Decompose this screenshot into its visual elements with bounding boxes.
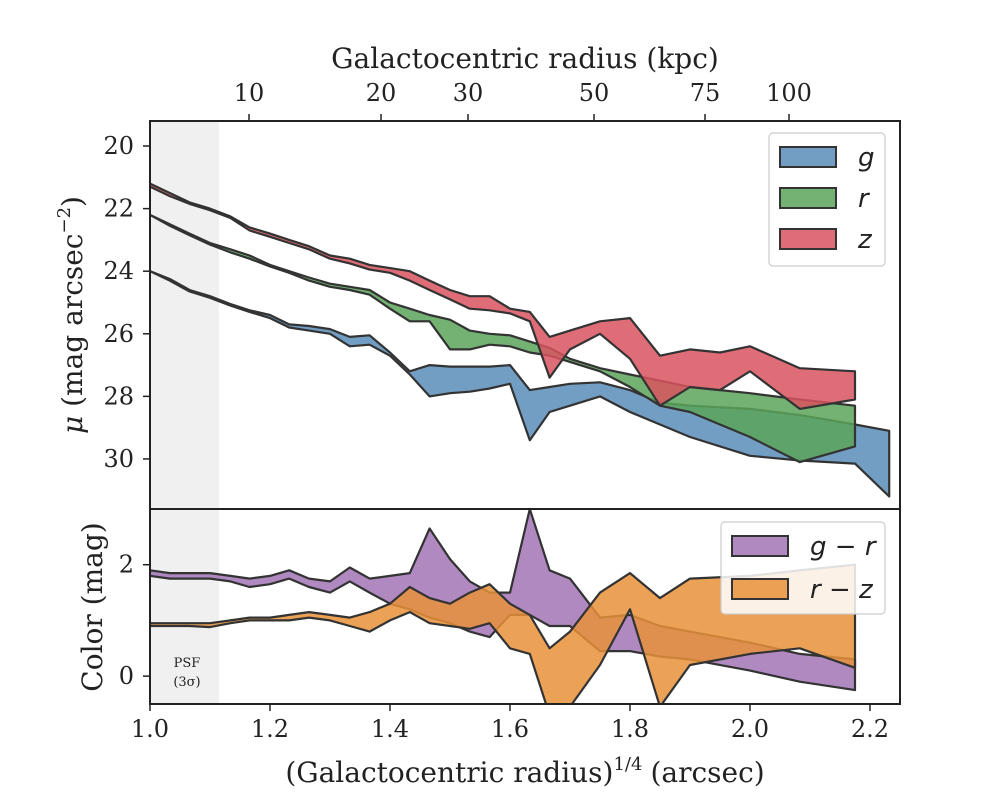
y-axis-title-color: Color (mag) [76,522,109,691]
y-tick-label: 30 [103,445,134,473]
legend-label: r − z [810,575,874,605]
top-x-tick-label: 20 [366,79,397,107]
color-y-tick-label: 2 [119,551,134,579]
surface-brightness-series [150,182,891,498]
x-axis-title: (Galactocentric radius)1/4 (arcsec) [285,754,764,789]
y-tick-label: 20 [103,132,134,160]
x-axis-title-unit: (arcsec) [650,756,764,789]
x-tick-label: 1.6 [491,715,529,743]
psf-region-top [150,121,219,509]
top-x-axis-title: Galactocentric radius (kpc) [331,42,719,75]
legend-bottom: g − r r − z [720,521,886,615]
axis-ticks: 1.0 1.2 1.4 1.6 1.8 2.0 2.210 20 30 50 75 100202224… [103,79,889,743]
bottom-panel-frame [149,508,901,705]
top-x-tick-label: 50 [579,79,610,107]
legend-label: g [858,143,875,173]
y-tick-label: 24 [103,257,134,285]
y-axis-title-unit: (mag arcsec [56,234,89,416]
top-x-tick-label: 10 [234,79,265,107]
legend-top: grz [768,132,886,267]
psf-region-bottom [150,509,219,704]
x-tick-label: 2.0 [731,715,769,743]
x-tick-label: 1.2 [251,715,289,743]
psf-label-sigma: (3σ) [173,675,200,690]
y-tick-label: 26 [103,320,134,348]
x-axis-title-exponent: 1/4 [613,754,642,775]
top-x-tick-label: 100 [766,79,812,107]
y-tick-label: 28 [103,382,134,410]
x-tick-label: 2.2 [851,715,889,743]
legend-swatch-g [779,146,837,168]
x-tick-label: 1.8 [611,715,649,743]
surface-brightness-band-z [150,182,857,410]
x-axis-title-main: (Galactocentric radius) [285,756,613,789]
color-y-tick-label: 0 [119,662,134,690]
x-tick-label: 1.4 [371,715,409,743]
y-tick-label: 22 [103,195,134,223]
top-x-tick-label: 30 [453,79,484,107]
legend-swatch-z [779,228,837,250]
y-axis-title-close: ) [56,196,89,207]
legend-swatch-r [779,187,837,209]
y-axis-title-surface-brightness: μ (mag arcsec−2) [54,196,89,434]
x-tick-label: 1.0 [131,715,169,743]
legend-label: z [857,225,873,255]
y-axis-title-exponent: −2 [54,207,75,234]
surface-brightness-band-g [150,270,891,498]
psf-label: PSF [174,656,201,671]
color-series [150,509,857,704]
surface-brightness-band-r [150,213,857,464]
y-axis-title-mu: μ [56,416,89,434]
legend-label: g − r [810,532,878,562]
color-band-rz [150,563,857,704]
legend-swatch-gr [731,535,789,557]
legend-swatch-rz [731,578,789,600]
top-x-tick-label: 75 [690,79,721,107]
legend-label: r [858,184,871,214]
